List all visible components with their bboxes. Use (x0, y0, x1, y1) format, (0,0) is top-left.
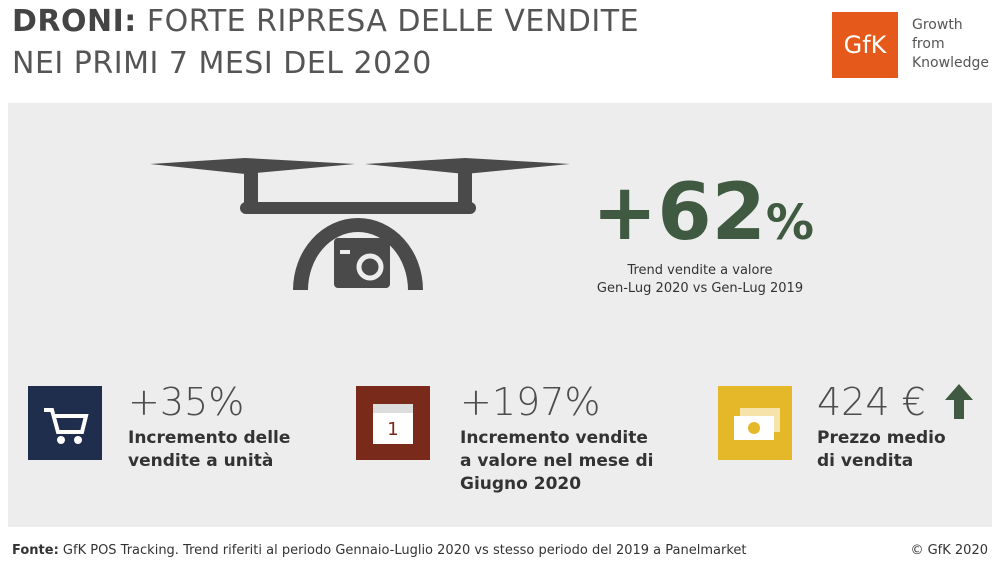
title-bold: DRONI: (12, 4, 137, 39)
drone-icon (150, 158, 570, 290)
calendar-text: 1 (387, 419, 398, 440)
money-icon (718, 386, 792, 460)
headline-value: +62 (592, 168, 766, 258)
calendar: 1 (373, 404, 413, 444)
stat-label-line: vendite a unità (128, 451, 274, 471)
stat-label: Incremento vendite a valore nel mese di Gi… (460, 427, 653, 496)
logo-line: Growth (912, 17, 963, 33)
stat-label-line: a valore nel mese di (460, 451, 654, 471)
stat-label: Incremento delle vendite a unità (128, 427, 290, 473)
stat-label-line: Giugno 2020 (460, 474, 582, 494)
headline: +62% (592, 168, 814, 258)
stat-label-line: Prezzo medio (817, 428, 946, 448)
stat-label-line: Incremento vendite (460, 428, 648, 448)
logo-mark: GfK (832, 12, 898, 78)
logo-line: from (912, 36, 945, 52)
caption-line: Trend vendite a valore (627, 263, 773, 278)
title-line: NEI PRIMI 7 MESI DEL 2020 (12, 46, 432, 81)
footer-source: Fonte: GfK POS Tracking. Trend riferiti … (12, 543, 746, 558)
headline-unit: % (765, 195, 814, 251)
stat-label-line: di vendita (817, 451, 914, 471)
stat-value: 424 € (817, 380, 926, 424)
up-arrow (945, 384, 973, 419)
caption-line: Gen-Lug 2020 vs Gen-Lug 2019 (596, 281, 804, 296)
title-text: FORTE RIPRESA DELLE VENDITE (146, 4, 640, 39)
stat-value: +35% (128, 380, 245, 424)
source-label: Fonte: (12, 543, 59, 558)
logo-line: Knowledge (912, 55, 989, 71)
cart-icon (28, 386, 102, 460)
stat-value: +197% (460, 380, 601, 424)
panel (8, 103, 992, 527)
logo-text: Growth from Knowledge (912, 16, 989, 73)
source-text: GfK POS Tracking. Trend riferiti al peri… (62, 543, 747, 558)
headline-caption: Trend vendite a valore Gen-Lug 2020 vs Ge… (560, 262, 840, 298)
title-line: DRONI: FORTE RIPRESA DELLE VENDITE (12, 4, 639, 39)
stat-label-line: Incremento delle (128, 428, 291, 448)
calendar-icon: 1 (356, 386, 430, 460)
copyright: © GfK 2020 (910, 543, 988, 558)
stat-label: Prezzo medio di vendita (817, 427, 946, 473)
